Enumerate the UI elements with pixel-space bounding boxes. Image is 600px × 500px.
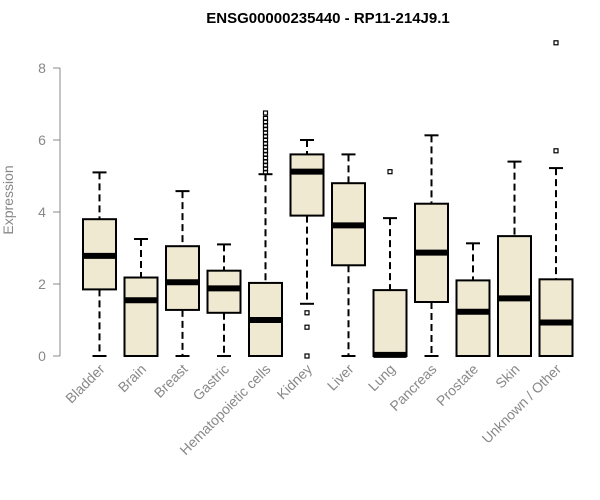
y-tick-label-3: 6 [38,132,46,148]
box-11 [538,40,574,358]
outlier-11-0 [553,148,559,154]
category-label-10: Skin [492,361,523,392]
box-rect-9 [455,279,491,357]
outlier-5-0 [304,310,310,316]
box-rect-2 [165,245,200,311]
box-10 [497,160,532,357]
box-6 [331,153,366,357]
category-label-6: Liver [324,361,357,394]
box-rect-5 [289,153,325,217]
outlier-11-1 [553,40,559,46]
outlier-5-2 [304,353,310,359]
category-label-2: Breast [151,361,191,401]
y-tick-label-4: 8 [38,60,46,76]
box-7 [372,169,408,358]
category-label-11: Unknown / Other [479,361,565,447]
y-tick-label-0: 0 [38,348,46,364]
box-rect-7 [372,289,408,357]
y-tick-label-2: 4 [38,204,46,220]
boxes-group [82,40,574,359]
outlier-5-1 [304,324,310,330]
box-1 [123,238,159,357]
y-axis: 0 2 4 6 8 [38,60,61,364]
box-3 [206,243,242,357]
box-rect-3 [206,269,242,314]
outlier-7-0 [387,169,393,175]
category-label-7: Lung [365,361,398,394]
category-label-9: Prostate [433,361,481,409]
category-label-0: Bladder [62,361,108,407]
y-tick-label-1: 2 [38,276,46,292]
box-9 [455,242,491,357]
box-8 [414,134,449,357]
category-label-5: Kidney [274,361,316,403]
y-axis-label: Expression [0,165,16,234]
category-label-1: Brain [115,361,149,395]
box-rect-11 [538,278,574,358]
box-5 [289,139,325,359]
chart-title: ENSG00000235440 - RP11-214J9.1 [206,10,450,27]
box-4 [248,110,283,358]
box-2 [165,190,200,357]
outlier-4-16 [262,110,269,116]
outlier-4-15 [262,115,269,122]
box-0 [82,171,117,357]
box-rect-1 [123,276,159,357]
